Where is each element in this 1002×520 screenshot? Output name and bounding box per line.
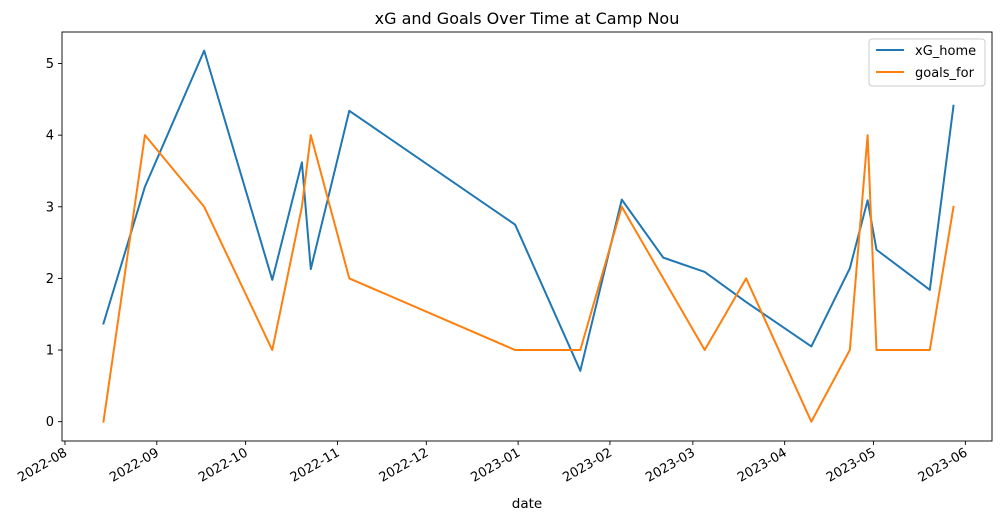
y-tick-label: 0 [46,415,54,430]
series-layer [102,49,955,423]
plot-area [61,31,993,442]
y-tick-label: 1 [46,344,54,359]
x-tick-label: 2023-05 [824,445,879,485]
x-tick-label: 2023-04 [735,445,790,485]
y-axis: 0 1 2 3 4 5 [46,57,62,430]
x-tick-label: 2022-08 [15,445,70,485]
legend-label-xg-home: xG_home [915,44,976,59]
y-tick-label: 5 [46,57,54,72]
series-line-xg-home [102,49,955,372]
legend: xG_home goals_for [868,38,986,87]
x-tick-label: 2022-12 [377,445,432,485]
x-tick-label: 2023-01 [469,445,524,485]
x-tick-label: 2023-06 [916,445,971,485]
x-tick-label: 2022-10 [196,445,251,485]
chart-title: xG and Goals Over Time at Camp Nou [375,9,680,28]
x-tick-label: 2023-03 [643,445,698,485]
y-tick-label: 4 [46,129,54,144]
series-line-goals-for [102,134,955,423]
legend-label-goals-for: goals_for [915,66,975,81]
x-axis: 2022-08 2022-09 2022-10 2022-11 2022-12 2023-… [15,441,970,486]
y-tick-label: 3 [46,200,54,215]
y-tick-label: 2 [46,272,54,287]
x-axis-label: date [512,496,542,512]
x-tick-label: 2022-11 [288,445,343,485]
x-tick-label: 2022-09 [107,445,162,485]
x-tick-label: 2023-02 [560,445,615,485]
